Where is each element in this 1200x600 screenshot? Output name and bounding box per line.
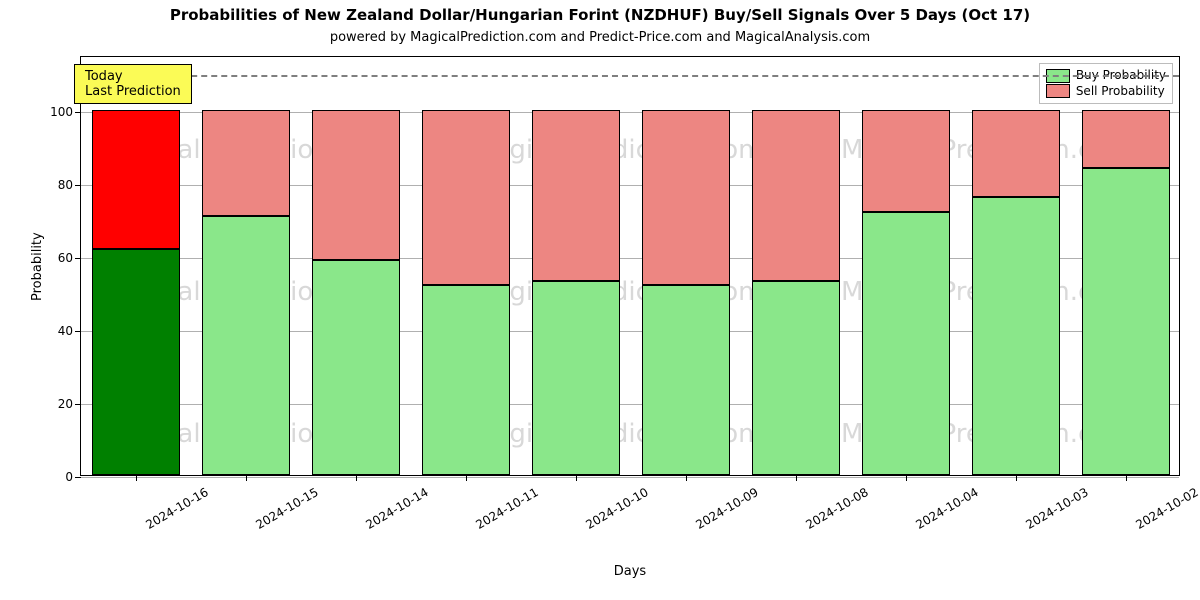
bar-group: [422, 55, 510, 475]
x-tick-label: 2024-10-14: [363, 485, 430, 532]
buy-bar: [92, 249, 180, 475]
y-tick-label: 80: [58, 178, 81, 192]
sell-bar: [92, 110, 180, 249]
buy-bar: [312, 260, 400, 475]
x-tick: [686, 475, 687, 481]
x-tick-label: 2024-10-11: [473, 485, 540, 532]
y-tick-label: 60: [58, 251, 81, 265]
x-tick: [576, 475, 577, 481]
bar-group: [972, 55, 1060, 475]
x-tick-label: 2024-10-03: [1023, 485, 1090, 532]
x-axis-label: Days: [80, 564, 1180, 579]
bar-group: [202, 55, 290, 475]
y-tick-label: 100: [50, 105, 81, 119]
x-tick-label: 2024-10-02: [1133, 485, 1200, 532]
buy-bar: [862, 212, 950, 475]
chart-subtitle: powered by MagicalPrediction.com and Pre…: [0, 30, 1200, 45]
y-axis-label: Probability: [30, 232, 45, 301]
x-tick: [356, 475, 357, 481]
buy-bar: [422, 285, 510, 475]
x-tick: [466, 475, 467, 481]
bar-group: [92, 55, 180, 475]
bar-group: [532, 55, 620, 475]
x-tick-label: 2024-10-04: [913, 485, 980, 532]
sell-bar: [312, 110, 400, 260]
today-annotation: TodayLast Prediction: [74, 64, 192, 104]
threshold-line: [81, 75, 1179, 77]
bar-group: [642, 55, 730, 475]
bar-group: [312, 55, 400, 475]
y-tick-label: 20: [58, 397, 81, 411]
sell-bar: [1082, 110, 1170, 168]
buy-bar: [1082, 168, 1170, 475]
chart-title: Probabilities of New Zealand Dollar/Hung…: [0, 6, 1200, 24]
bar-group: [862, 55, 950, 475]
x-tick-label: 2024-10-10: [583, 485, 650, 532]
buy-bar: [532, 281, 620, 475]
sell-bar: [422, 110, 510, 285]
x-tick-label: 2024-10-16: [143, 485, 210, 532]
buy-bar: [972, 197, 1060, 475]
x-tick-label: 2024-10-09: [693, 485, 760, 532]
buy-bar: [642, 285, 730, 475]
annotation-line2: Last Prediction: [85, 84, 181, 99]
buy-bar: [752, 281, 840, 475]
x-tick: [1126, 475, 1127, 481]
sell-bar: [642, 110, 730, 285]
x-tick-label: 2024-10-15: [253, 485, 320, 532]
x-tick: [1016, 475, 1017, 481]
x-tick: [796, 475, 797, 481]
sell-bar: [972, 110, 1060, 198]
sell-bar: [532, 110, 620, 282]
sell-bar: [862, 110, 950, 212]
x-tick: [246, 475, 247, 481]
x-tick: [136, 475, 137, 481]
bar-group: [1082, 55, 1170, 475]
sell-bar: [752, 110, 840, 282]
y-tick-label: 40: [58, 324, 81, 338]
buy-bar: [202, 216, 290, 475]
x-tick-label: 2024-10-08: [803, 485, 870, 532]
sell-bar: [202, 110, 290, 216]
x-tick: [906, 475, 907, 481]
annotation-line1: Today: [85, 69, 181, 84]
bar-group: [752, 55, 840, 475]
y-tick-label: 0: [65, 470, 81, 484]
chart-container: Probabilities of New Zealand Dollar/Hung…: [0, 0, 1200, 600]
plot-area: Buy ProbabilitySell Probability MagicalP…: [80, 56, 1180, 476]
